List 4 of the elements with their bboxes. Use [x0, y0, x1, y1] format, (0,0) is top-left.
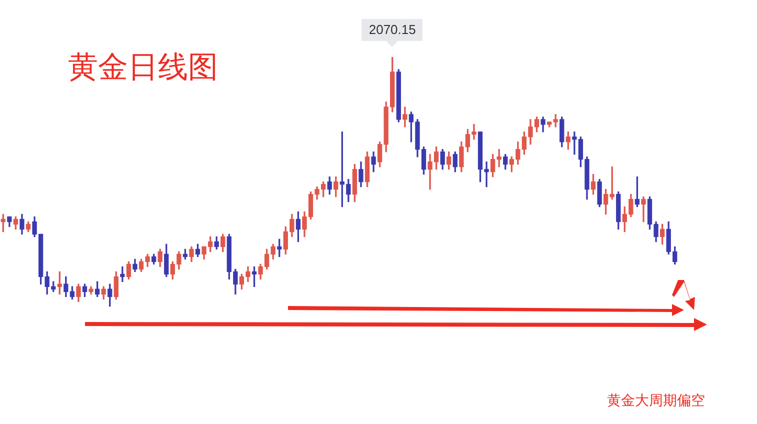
candlestick	[641, 196, 646, 222]
text: 黄金大周期偏空	[607, 392, 705, 410]
chart-title: 黄金日线图	[68, 50, 218, 86]
annotation: 2070.15	[362, 19, 423, 41]
